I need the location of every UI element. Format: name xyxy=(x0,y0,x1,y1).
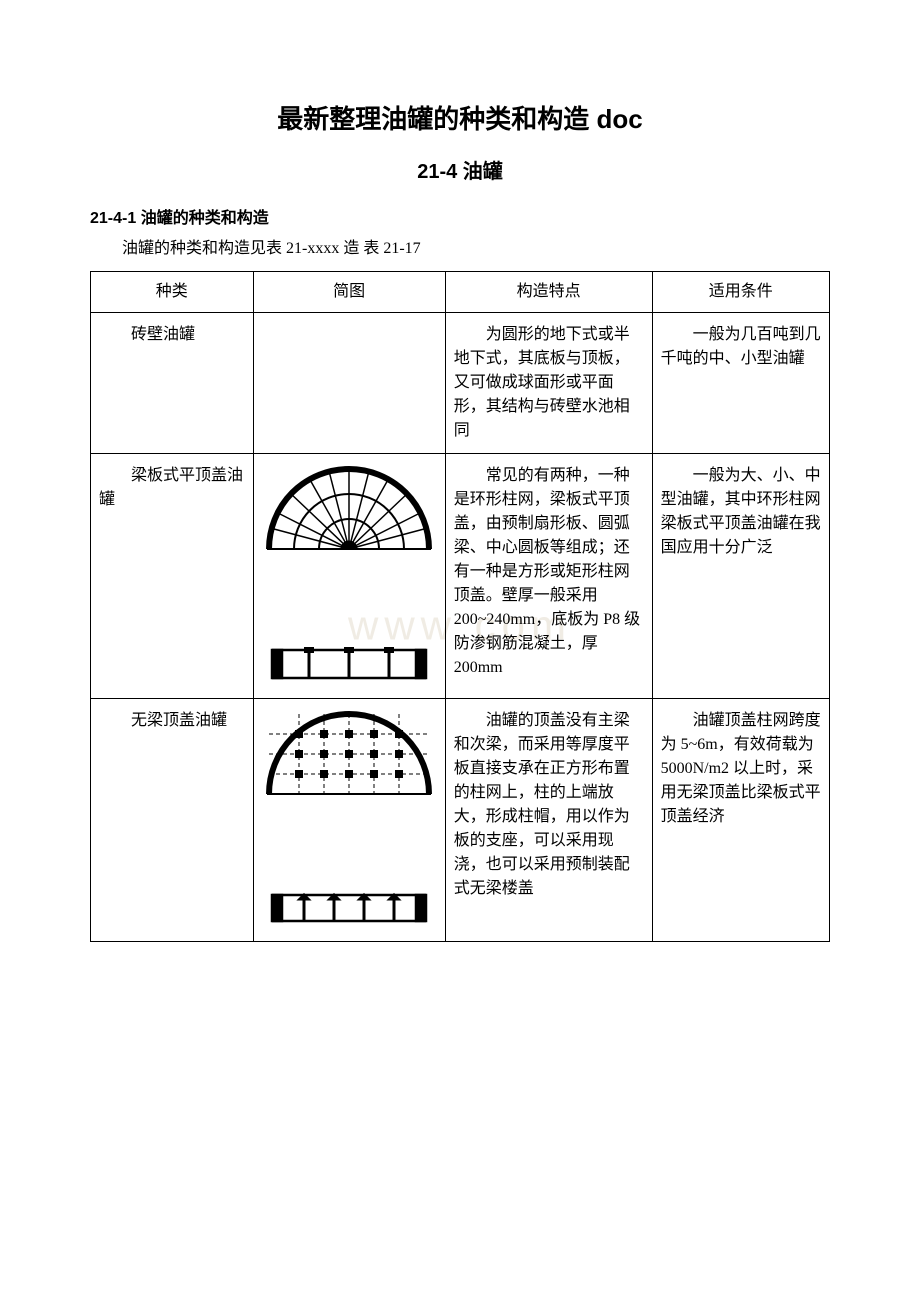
col-header-type: 种类 xyxy=(91,272,254,313)
cell-feature: 油罐的顶盖没有主梁和次梁，而采用等厚度平板直接支承在正方形布置的柱网上，柱的上端… xyxy=(445,699,652,942)
radial-plan-icon xyxy=(264,464,434,634)
table-row: 砖壁油罐 为圆形的地下式或半地下式，其底板与顶板，又可做成球面形或平面形，其结构… xyxy=(91,313,830,454)
col-header-figure: 简图 xyxy=(253,272,445,313)
cell-type: 无梁顶盖油罐 xyxy=(91,699,254,942)
cell-type: 砖壁油罐 xyxy=(91,313,254,454)
cell-condition: 油罐顶盖柱网跨度为 5~6m，有效荷载为5000N/m2 以上时，采用无梁顶盖比… xyxy=(652,699,829,942)
intro-text: 油罐的种类和构造见表 21-xxxx 造 表 21-17 xyxy=(90,237,830,261)
tank-types-table: 种类 简图 构造特点 适用条件 砖壁油罐 为圆形的地下式或半地下式，其底板与顶板… xyxy=(90,271,830,942)
col-header-condition: 适用条件 xyxy=(652,272,829,313)
section-flat-icon xyxy=(264,885,434,931)
table-row: 梁板式平顶盖油罐 xyxy=(91,454,830,699)
document-content: 最新整理油罐的种类和构造 doc 21-4 油罐 21-4-1 油罐的种类和构造… xyxy=(90,100,830,942)
col-header-feature: 构造特点 xyxy=(445,272,652,313)
cell-condition: 一般为大、小、中型油罐，其中环形柱网梁板式平顶盖油罐在我国应用十分广泛 xyxy=(652,454,829,699)
grid-plan-icon xyxy=(264,709,434,879)
section-beam-icon xyxy=(264,640,434,688)
cell-figure-blank xyxy=(253,313,445,454)
cell-figure-grid xyxy=(253,699,445,942)
cell-figure-radial xyxy=(253,454,445,699)
doc-title: 最新整理油罐的种类和构造 doc xyxy=(90,100,830,139)
table-header-row: 种类 简图 构造特点 适用条件 xyxy=(91,272,830,313)
cell-feature: 常见的有两种，一种是环形柱网，梁板式平顶盖，由预制扇形板、圆弧梁、中心圆板等组成… xyxy=(445,454,652,699)
cell-type: 梁板式平顶盖油罐 xyxy=(91,454,254,699)
section-heading: 21-4-1 油罐的种类和构造 xyxy=(90,207,830,231)
cell-condition: 一般为几百吨到几千吨的中、小型油罐 xyxy=(652,313,829,454)
table-row: 无梁顶盖油罐 xyxy=(91,699,830,942)
cell-feature: 为圆形的地下式或半地下式，其底板与顶板，又可做成球面形或平面形，其结构与砖壁水池… xyxy=(445,313,652,454)
doc-subtitle: 21-4 油罐 xyxy=(90,157,830,187)
